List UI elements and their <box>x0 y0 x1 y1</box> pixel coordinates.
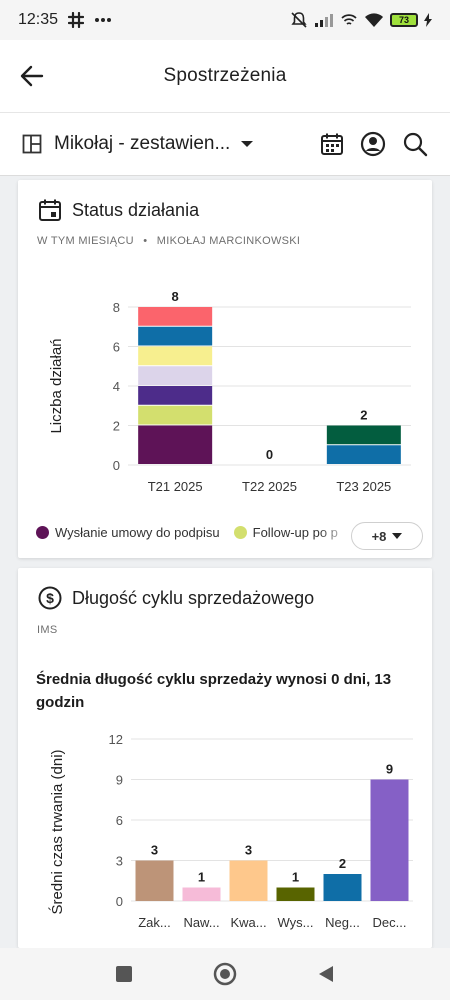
y-axis-label: Liczba działań <box>48 338 65 433</box>
dashboard-toolbar: Mikołaj - zestawien... <box>0 112 450 176</box>
card-header: $ Długość cyklu sprzedażowego <box>38 586 314 610</box>
x-tick-label: Kwa... <box>230 915 266 930</box>
bar <box>370 779 409 901</box>
legend-fade <box>318 518 352 552</box>
x-tick-label: Dec... <box>373 915 407 930</box>
y-tick-label: 0 <box>116 894 123 909</box>
card-owner: MIKOŁAJ MARCINKOWSKI <box>156 235 301 247</box>
dollar-icon: $ <box>38 586 62 610</box>
x-tick-label: T23 2025 <box>336 479 391 494</box>
card-subtitle: IMS <box>37 624 58 636</box>
hotspot-icon <box>341 14 357 25</box>
system-nav-bar <box>0 948 450 1000</box>
x-tick-label: T22 2025 <box>242 479 297 494</box>
back-button[interactable] <box>317 965 335 983</box>
home-button[interactable] <box>213 962 237 986</box>
dashboard-name: Mikołaj - zestawien... <box>54 133 231 154</box>
bar-segment <box>138 425 213 464</box>
legend-more-label: +8 <box>371 528 387 544</box>
x-tick-label: Naw... <box>183 915 219 930</box>
card-header: Status działania <box>38 198 199 222</box>
legend-label: Follow-up po p <box>252 525 338 540</box>
calendar-icon[interactable] <box>320 132 344 156</box>
bar-segment <box>138 307 213 326</box>
bar-segment <box>138 326 213 346</box>
bar-total-label: 0 <box>266 447 273 462</box>
status-time: 12:35 <box>18 11 59 28</box>
bar-value-label: 1 <box>292 870 299 885</box>
legend-item[interactable]: Follow-up po p <box>233 525 338 540</box>
app-bar: Spostrzeżenia <box>0 40 450 112</box>
bar <box>276 887 315 901</box>
y-tick-label: 3 <box>116 854 123 869</box>
bar <box>182 887 221 901</box>
bar-value-label: 3 <box>245 843 252 858</box>
search-icon[interactable] <box>402 131 428 157</box>
battery-icon: 73 <box>390 13 418 27</box>
bar-value-label: 2 <box>339 856 346 871</box>
y-tick-label: 8 <box>113 300 120 315</box>
separator-dot: • <box>143 235 148 247</box>
bar <box>229 860 268 901</box>
status-card: Status działania W TYM MIESIĄCU • MIKOŁA… <box>18 180 432 558</box>
bar-segment <box>138 346 213 366</box>
chevron-down-icon <box>241 141 254 147</box>
y-tick-label: 4 <box>113 379 120 394</box>
wifi-icon <box>365 13 383 27</box>
bar-segment <box>326 425 401 445</box>
card-subtitle: W TYM MIESIĄCU • MIKOŁAJ MARCINKOWSKI <box>37 235 300 247</box>
charging-icon <box>424 13 432 27</box>
legend-item[interactable]: Wysłanie umowy do podpisu <box>36 525 220 540</box>
bar-segment <box>138 366 213 385</box>
chart-legend: Wysłanie umowy do podpisu Follow-up po p <box>36 525 352 540</box>
bar <box>323 874 362 901</box>
page-title: Spostrzeżenia <box>163 65 287 86</box>
x-tick-label: Wys... <box>278 915 314 930</box>
status-bar: 12:35 73 <box>0 0 450 40</box>
svg-text:$: $ <box>46 590 54 606</box>
card-period: W TYM MIESIĄCU <box>37 235 134 247</box>
bar <box>135 860 174 901</box>
x-tick-label: Neg... <box>325 915 360 930</box>
y-tick-label: 0 <box>113 458 120 473</box>
dashboard-selector[interactable]: Mikołaj - zestawien... <box>42 133 254 155</box>
legend-swatch <box>36 526 49 539</box>
y-tick-label: 2 <box>113 419 120 434</box>
x-tick-label: Zak... <box>138 915 171 930</box>
bar-segment <box>138 405 213 425</box>
user-icon[interactable] <box>360 131 386 157</box>
bar-total-label: 8 <box>172 289 179 304</box>
slack-icon <box>68 12 85 28</box>
bar-segment <box>326 445 401 464</box>
y-axis-label: Średni czas trwania (dni) <box>48 749 66 914</box>
bar-value-label: 1 <box>198 870 205 885</box>
bar-segment <box>138 386 213 405</box>
dashboard-layout-icon <box>22 134 42 154</box>
bar-value-label: 3 <box>151 843 158 858</box>
y-tick-label: 6 <box>116 813 123 828</box>
y-tick-label: 12 <box>109 732 123 747</box>
bar-total-label: 2 <box>360 408 367 423</box>
card-title: Długość cyklu sprzedażowego <box>72 587 315 608</box>
bar-value-label: 9 <box>386 762 393 777</box>
signal-icon <box>315 14 333 27</box>
card-title: Status działania <box>72 199 200 220</box>
chevron-down-icon <box>392 533 403 539</box>
x-tick-label: T21 2025 <box>148 479 203 494</box>
status-chart: 0 2 4 6 8 Liczba działań 8 T21 2025 0 T22 2025 2 T2… <box>48 289 411 494</box>
y-tick-label: 6 <box>113 340 120 355</box>
legend-label: Wysłanie umowy do podpisu <box>55 525 220 540</box>
sales-cycle-card: $ Długość cyklu sprzedażowego IMS Średni… <box>18 568 432 948</box>
cycle-summary: Średnia długość cyklu sprzedaży wynosi 0… <box>36 671 392 711</box>
legend-more-button[interactable]: +8 <box>351 522 423 550</box>
calendar-event-icon <box>39 199 61 221</box>
mute-icon <box>291 12 307 28</box>
back-arrow-icon[interactable] <box>18 62 46 90</box>
y-tick-label: 9 <box>116 773 123 788</box>
recents-button[interactable] <box>115 965 133 983</box>
legend-swatch <box>233 526 247 539</box>
more-dots-icon <box>95 18 112 22</box>
